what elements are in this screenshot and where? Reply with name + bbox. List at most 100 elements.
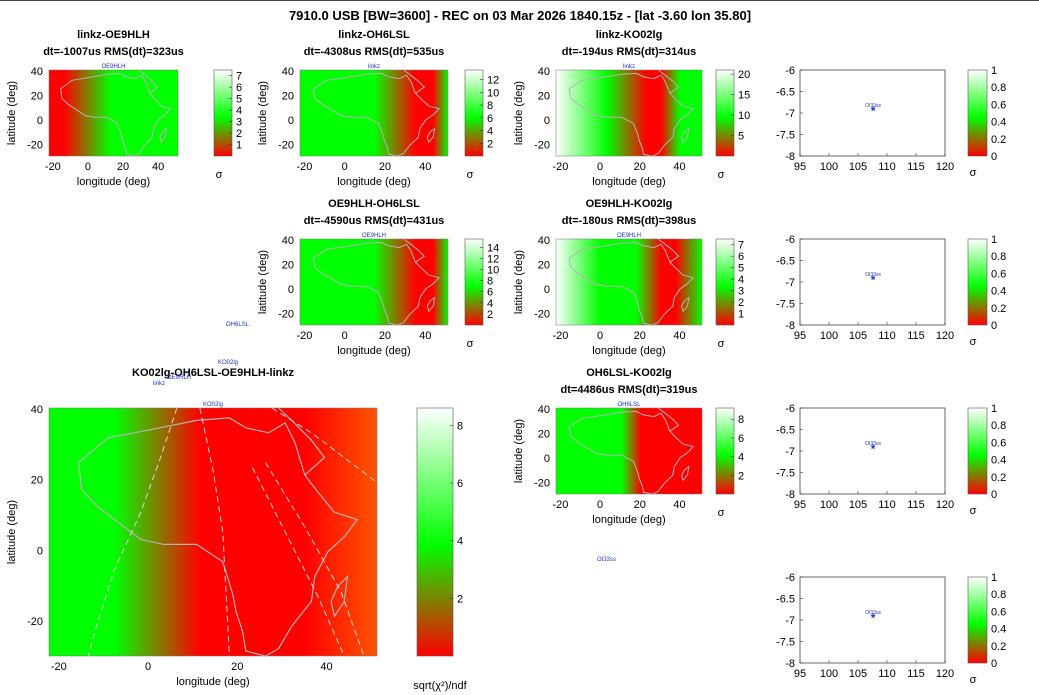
panel-combined-ytick: 40 — [31, 404, 43, 416]
panel-linkz-ko02lg-frame — [555, 69, 703, 157]
panel-oh6lsl-ko02lg-ytick: -20 — [534, 478, 550, 490]
panel-linkz-oe9hlh-subtitle: dt=-1007us RMS(dt)=323us — [43, 46, 184, 58]
panel-oi33ss-1-ytick: -6.5 — [776, 87, 795, 99]
panel-linkz-oh6lsl-frame — [299, 69, 449, 157]
panel-linkz-oe9hlh-coastline — [60, 72, 172, 157]
panel-oi33ss-4-colorbar-label: 1 — [991, 572, 997, 584]
panel-linkz-ko02lg-subtitle: dt=-194us RMS(dt)=314us — [562, 46, 696, 58]
panel-linkz-ko02lg-colorbar-title: σ — [718, 169, 725, 181]
panel-oi33ss-2-ytick: -7.5 — [776, 299, 795, 311]
panel-oi33ss-4-xtick: 95 — [794, 668, 806, 680]
panel-oi33ss-3-colorbar-title: σ — [970, 505, 977, 517]
panel-linkz-oh6lsl-madagascar — [426, 127, 436, 144]
panel-linkz-ko02lg-ytick: 40 — [538, 66, 550, 78]
panel-oi33ss-2-frame — [799, 238, 946, 326]
panel-oe9hlh-ko02lg-colorbar-label: 4 — [738, 274, 744, 286]
panel-oi33ss-3-ytick: -6.5 — [776, 425, 795, 437]
panel-combined-coastline-east — [278, 407, 326, 476]
panel-oe9hlh-oh6lsl-frame — [299, 238, 449, 326]
panel-oi33ss-1-xtick: 115 — [907, 161, 925, 173]
panel-combined-colorbar-label: 8 — [457, 420, 463, 432]
panel-oh6lsl-ko02lg-coastline — [568, 410, 695, 495]
panel-oi33ss-4-ytick: -8 — [785, 658, 795, 670]
panel-linkz-oh6lsl-xlabel: longitude (deg) — [337, 176, 410, 188]
panel-oe9hlh-ko02lg-ytick: 0 — [544, 284, 550, 296]
panel-linkz-oh6lsl-station-label: linkz — [368, 64, 380, 70]
panel-oe9hlh-ko02lg-colorbar-label: 1 — [738, 309, 744, 321]
panel-oh6lsl-ko02lg-xlabel: longitude (deg) — [592, 514, 665, 526]
panel-oi33ss-4-xtick: 100 — [820, 668, 838, 680]
panel-oh6lsl-ko02lg-colorbar-label: 2 — [738, 470, 744, 482]
panel-oe9hlh-oh6lsl-ytick: 40 — [282, 235, 294, 247]
panel-linkz-ko02lg-ytick: -20 — [534, 140, 550, 152]
stray-label-ko02lg: KO02lg — [218, 360, 238, 366]
panel-linkz-oh6lsl-subtitle: dt=-4308us RMS(dt)=535us — [304, 46, 445, 58]
panel-linkz-oe9hlh-ytick: 40 — [31, 66, 43, 78]
panel-oe9hlh-ko02lg-coastline-east — [657, 238, 680, 263]
panel-linkz-ko02lg-colorbar-label: 5 — [738, 131, 744, 143]
panel-oe9hlh-oh6lsl-colorbar-label: 6 — [487, 287, 493, 299]
panel-oe9hlh-ko02lg-xtick: 0 — [597, 330, 603, 342]
panel-oi33ss-3-colorbar-label: 0.2 — [991, 472, 1006, 484]
panel-oi33ss-3-ytick: -6 — [785, 403, 795, 415]
panel-oe9hlh-oh6lsl-colorbar-label: 2 — [487, 309, 493, 321]
panel-oh6lsl-ko02lg-subtitle: dt=4486us RMS(dt)=319us — [561, 384, 698, 396]
panel-oe9hlh-oh6lsl-subtitle: dt=-4590us RMS(dt)=431us — [304, 215, 445, 227]
panel-oi33ss-3-colorbar-label: 0 — [991, 489, 997, 501]
panel-oe9hlh-oh6lsl-colorbar-label: 4 — [487, 298, 493, 310]
panel-oi33ss-1-frame — [799, 69, 946, 157]
panel-combined-heatmap — [49, 408, 377, 656]
panel-oi33ss-1-ytick: -6 — [785, 65, 795, 77]
panel-oe9hlh-oh6lsl-heatmap — [300, 239, 448, 325]
panel-oi33ss-1-xtick: 120 — [936, 161, 954, 173]
panel-oe9hlh-ko02lg-colorbar-label: 6 — [738, 251, 744, 263]
panel-oh6lsl-ko02lg-xtick: -20 — [552, 499, 568, 511]
panel-oe9hlh-ko02lg-subtitle: dt=-180us RMS(dt)=398us — [562, 215, 696, 227]
panel-combined-colorbar-label: 2 — [457, 593, 463, 605]
panel-oi33ss-3-point-label: OI33ss — [865, 441, 881, 447]
panel-linkz-ko02lg-ytick: 0 — [544, 115, 550, 127]
panel-linkz-oe9hlh-ytick: 20 — [31, 91, 43, 103]
panel-oi33ss-1-colorbar-label: 0.6 — [991, 99, 1006, 111]
panel-linkz-oe9hlh-title: linkz-OE9HLH — [77, 29, 150, 41]
panel-oi33ss-3-colorbar-label: 0.8 — [991, 420, 1006, 432]
stray-label-oh6lsl: OH6LSL — [226, 322, 250, 328]
stray-label-oi33ss: OI33ss — [597, 557, 616, 563]
panel-oe9hlh-ko02lg-heatmap — [556, 239, 702, 325]
panel-oi33ss-4-xtick: 110 — [878, 668, 896, 680]
panel-combined-coastline — [77, 417, 359, 657]
panel-linkz-oh6lsl-ytick: 0 — [288, 115, 294, 127]
panel-linkz-ko02lg-ylabel: latitude (deg) — [513, 81, 525, 145]
stray-label-linkz: linkz — [153, 381, 165, 387]
panel-linkz-oe9hlh-station-label: OE9HLH — [101, 64, 125, 70]
panel-oi33ss-3-xtick: 115 — [907, 499, 925, 511]
panel-oh6lsl-ko02lg-colorbar-label: 6 — [738, 433, 744, 445]
panel-oi33ss-2-colorbar-label: 0.4 — [991, 286, 1006, 298]
panel-oh6lsl-ko02lg-madagascar — [681, 465, 690, 482]
panel-oi33ss-3-ytick: -7.5 — [776, 468, 795, 480]
panel-combined-ytick: 20 — [31, 475, 43, 487]
panel-linkz-ko02lg-ytick: 20 — [538, 91, 550, 103]
panel-combined-contour-1 — [199, 407, 230, 657]
panel-oi33ss-4-xtick: 120 — [936, 668, 954, 680]
panel-oh6lsl-ko02lg-xtick: 0 — [597, 499, 603, 511]
panel-linkz-oe9hlh-ytick: 0 — [37, 115, 43, 127]
panel-linkz-oe9hlh-coastline-east — [138, 69, 159, 94]
stray-label-oe9hlh: OE9HLH — [167, 375, 191, 381]
panel-linkz-oh6lsl-coastline — [312, 72, 441, 157]
panel-oi33ss-4-ytick: -6.5 — [776, 594, 795, 606]
panel-linkz-ko02lg-heatmap — [556, 70, 702, 156]
panel-oi33ss-1-colorbar-label: 0.4 — [991, 117, 1006, 129]
panel-linkz-oe9hlh-madagascar — [159, 127, 168, 144]
panel-oe9hlh-oh6lsl-title: OE9HLH-OH6LSL — [328, 198, 420, 210]
panel-linkz-oh6lsl-ylabel: latitude (deg) — [257, 81, 269, 145]
panel-linkz-ko02lg-coastline-east — [657, 69, 680, 94]
panel-oe9hlh-ko02lg-xtick: 40 — [673, 330, 685, 342]
panel-oe9hlh-oh6lsl-xlabel: longitude (deg) — [337, 345, 410, 357]
panel-oe9hlh-oh6lsl-madagascar — [426, 296, 436, 313]
panel-linkz-oe9hlh-colorbar-label: 4 — [236, 105, 242, 117]
panel-oe9hlh-oh6lsl-ytick: 0 — [288, 284, 294, 296]
panel-linkz-oh6lsl-coastline-east — [403, 69, 426, 94]
panel-oe9hlh-oh6lsl-ylabel: latitude (deg) — [257, 250, 269, 314]
